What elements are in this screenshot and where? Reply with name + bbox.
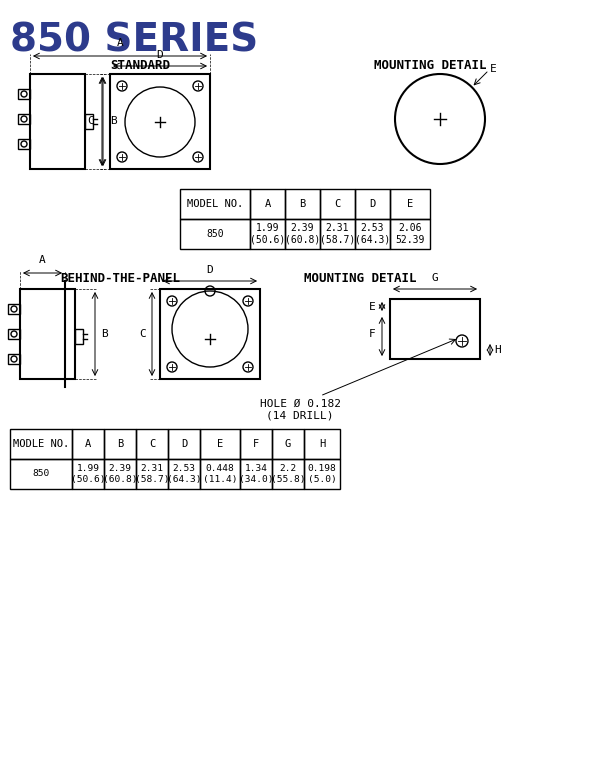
Text: B: B	[110, 116, 117, 127]
Text: F: F	[253, 439, 259, 449]
Text: HOLE Ø 0.182
(14 DRILL): HOLE Ø 0.182 (14 DRILL)	[260, 399, 341, 420]
Text: D: D	[157, 50, 163, 60]
Text: F: F	[369, 329, 376, 339]
Text: A: A	[85, 439, 91, 449]
Text: 2.53
(64.3): 2.53 (64.3)	[167, 465, 201, 483]
Text: E: E	[490, 64, 497, 74]
Text: G: G	[431, 273, 439, 283]
Text: E: E	[217, 439, 223, 449]
Text: E: E	[369, 302, 376, 312]
Text: 2.53
(64.3): 2.53 (64.3)	[355, 223, 390, 245]
Text: 850 SERIES: 850 SERIES	[10, 21, 258, 59]
Text: D: D	[181, 439, 187, 449]
Text: C: C	[334, 199, 341, 209]
Text: G: G	[285, 439, 291, 449]
Text: 2.39
(60.8): 2.39 (60.8)	[285, 223, 320, 245]
Text: MODLE NO.: MODLE NO.	[13, 439, 69, 449]
Text: D: D	[370, 199, 376, 209]
Text: 850: 850	[32, 470, 50, 478]
Text: 2.2
(55.8): 2.2 (55.8)	[271, 465, 305, 483]
Text: B: B	[101, 329, 108, 339]
Text: A: A	[265, 199, 271, 209]
Text: MOUNTING DETAIL: MOUNTING DETAIL	[374, 59, 486, 72]
Text: MOUNTING DETAIL: MOUNTING DETAIL	[304, 272, 416, 285]
Text: 2.39
(60.8): 2.39 (60.8)	[103, 465, 137, 483]
Text: H: H	[494, 345, 501, 355]
Text: 0.198
(5.0): 0.198 (5.0)	[308, 465, 337, 483]
Text: D: D	[206, 265, 214, 275]
Text: E: E	[407, 199, 413, 209]
Text: MODEL NO.: MODEL NO.	[187, 199, 243, 209]
Text: C: C	[139, 329, 146, 339]
Text: 1.99
(50.6): 1.99 (50.6)	[250, 223, 285, 245]
Text: 2.31
(58.7): 2.31 (58.7)	[320, 223, 355, 245]
Text: 1.34
(34.0): 1.34 (34.0)	[239, 465, 273, 483]
Text: 2.06
52.39: 2.06 52.39	[395, 223, 425, 245]
Text: STANDARD: STANDARD	[110, 59, 170, 72]
Text: C: C	[149, 439, 155, 449]
Text: A: A	[116, 38, 124, 48]
Text: A: A	[39, 255, 46, 265]
Text: B: B	[299, 199, 305, 209]
Text: 0.448
(11.4): 0.448 (11.4)	[203, 465, 237, 483]
Text: 2.31
(58.7): 2.31 (58.7)	[135, 465, 169, 483]
Text: 850: 850	[206, 229, 224, 239]
Text: B: B	[117, 439, 123, 449]
Text: C: C	[87, 116, 94, 127]
Text: 1.99
(50.6): 1.99 (50.6)	[71, 465, 105, 483]
Text: BEHIND-THE-PANEL: BEHIND-THE-PANEL	[60, 272, 180, 285]
Text: H: H	[319, 439, 325, 449]
